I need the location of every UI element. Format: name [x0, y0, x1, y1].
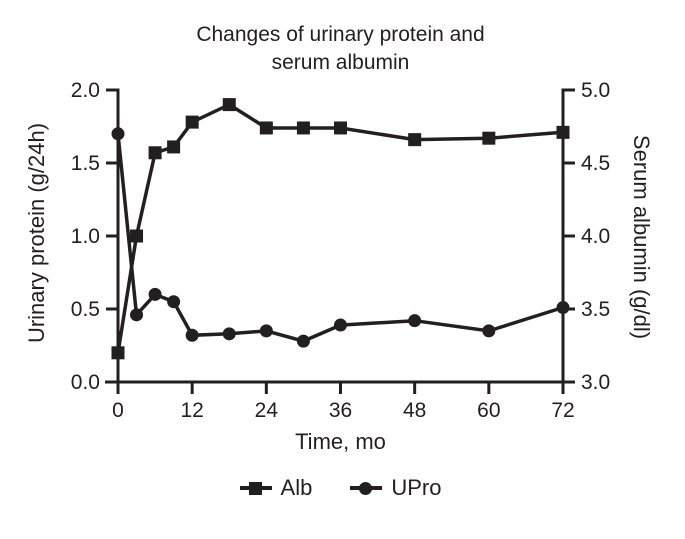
x-axis-tick-label: 72	[551, 399, 574, 422]
x-axis-label: Time, mo	[295, 429, 386, 454]
left-axis-tick-label: 2.0	[71, 79, 100, 102]
alb-data-point-square	[148, 146, 162, 160]
chart-title: Changes of urinary protein and serum alb…	[118, 21, 563, 77]
upro-series-line	[116, 133, 564, 343]
alb-series-line	[116, 102, 564, 354]
upro-data-point-circle	[167, 295, 181, 309]
alb-data-point-square	[111, 346, 125, 360]
left-axis-tick-label: 0.0	[71, 371, 100, 394]
chart-title-line2: serum albumin	[271, 51, 410, 74]
left-axis-tick-label: 1.0	[71, 225, 100, 248]
right-axis-label: Serum albumin (g/dl)	[629, 134, 654, 340]
chart-title-line1: Changes of urinary protein and	[196, 23, 485, 46]
upro-data-point-circle	[296, 334, 310, 348]
upro-data-point-circle	[482, 324, 496, 338]
legend-item-upro: UPro	[350, 475, 441, 501]
upro-data-point-circle	[334, 318, 347, 332]
right-axis-tick-label: 5.0	[581, 79, 610, 102]
legend-label-alb: Alb	[280, 475, 313, 500]
alb-data-point-square	[222, 98, 236, 112]
upro-data-point-circle	[222, 327, 236, 341]
upro-circle-marker-icon	[350, 481, 383, 495]
x-axis-tick-label: 0	[112, 399, 124, 422]
legend-item-alb: Alb	[239, 475, 313, 501]
upro-data-point-circle	[408, 314, 422, 328]
x-axis-tick-label: 48	[403, 399, 426, 422]
alb-square-marker-icon	[239, 481, 272, 495]
alb-data-point-square	[130, 229, 144, 243]
upro-data-point-circle	[556, 301, 570, 315]
x-axis-tick-label: 12	[180, 399, 203, 422]
alb-data-point-square	[259, 121, 273, 135]
left-axis-tick-label: 1.5	[71, 152, 100, 175]
alb-data-point-square	[296, 121, 310, 135]
x-axis-tick-label: 60	[477, 399, 500, 422]
upro-data-point-circle	[130, 308, 144, 322]
left-axis-tick-label: 0.5	[71, 298, 100, 321]
x-axis-tick-label: 24	[255, 399, 279, 422]
upro-data-point-circle	[111, 127, 125, 141]
alb-data-point-square	[167, 140, 181, 154]
legend-label-upro: UPro	[391, 475, 442, 500]
alb-data-point-square	[556, 125, 570, 139]
upro-data-point-circle	[148, 287, 162, 301]
circle-marker-icon	[359, 481, 373, 495]
alb-data-point-square	[482, 131, 496, 145]
right-axis-tick-label: 4.5	[581, 152, 610, 175]
upro-data-point-circle	[185, 328, 199, 342]
x-axis-tick-label: 36	[329, 399, 352, 422]
alb-data-point-square	[408, 133, 422, 147]
alb-data-point-square	[185, 115, 199, 129]
alb-data-point-square	[334, 121, 347, 135]
right-axis-tick-label: 3.5	[581, 298, 610, 321]
square-marker-icon	[248, 481, 262, 495]
right-axis-tick-label: 3.0	[581, 371, 610, 394]
chart-legend: Alb UPro	[118, 475, 563, 501]
upro-data-point-circle	[259, 324, 273, 338]
left-axis-label: Urinary protein (g/24h)	[24, 122, 49, 344]
right-axis-tick-label: 4.0	[581, 225, 610, 248]
